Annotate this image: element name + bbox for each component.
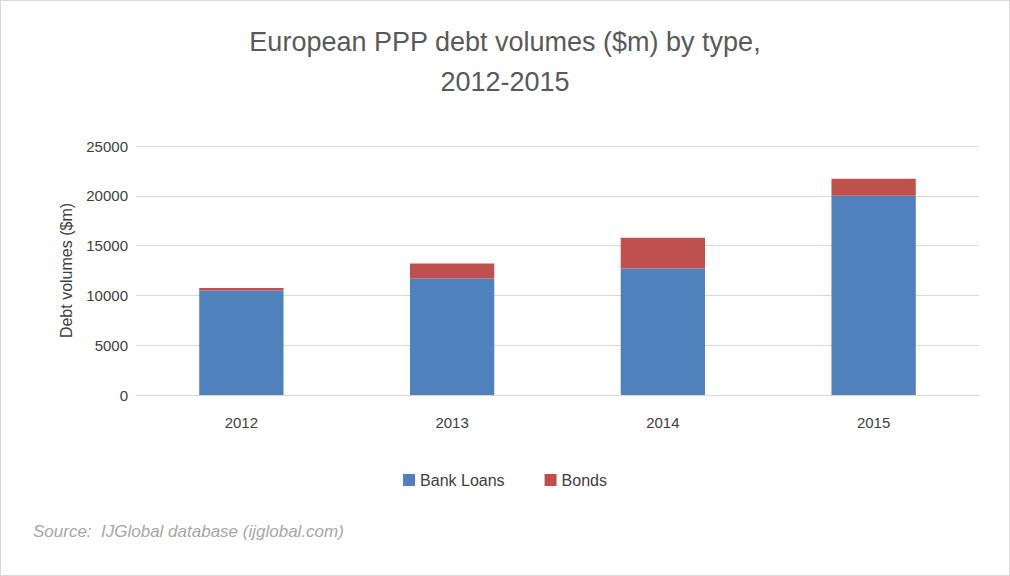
svg-text:0: 0 xyxy=(120,387,128,404)
svg-text:2013: 2013 xyxy=(435,414,468,431)
svg-text:25000: 25000 xyxy=(86,138,128,155)
svg-text:European PPP debt volumes ($m): European PPP debt volumes ($m) by type, xyxy=(249,27,760,57)
svg-text:Debt volumes ($m): Debt volumes ($m) xyxy=(58,203,75,338)
svg-text:20000: 20000 xyxy=(86,187,128,204)
svg-text:15000: 15000 xyxy=(86,237,128,254)
svg-text:10000: 10000 xyxy=(86,287,128,304)
svg-text:2012-2015: 2012-2015 xyxy=(440,67,569,97)
svg-text:Bonds: Bonds xyxy=(562,472,607,489)
svg-text:2015: 2015 xyxy=(857,414,890,431)
svg-text:2014: 2014 xyxy=(646,414,679,431)
svg-text:5000: 5000 xyxy=(95,337,128,354)
svg-text:Source: IJGlobal database (ij: Source: IJGlobal database (ijglobal.com) xyxy=(33,522,344,541)
svg-text:Bank Loans: Bank Loans xyxy=(420,472,505,489)
svg-text:2012: 2012 xyxy=(225,414,258,431)
